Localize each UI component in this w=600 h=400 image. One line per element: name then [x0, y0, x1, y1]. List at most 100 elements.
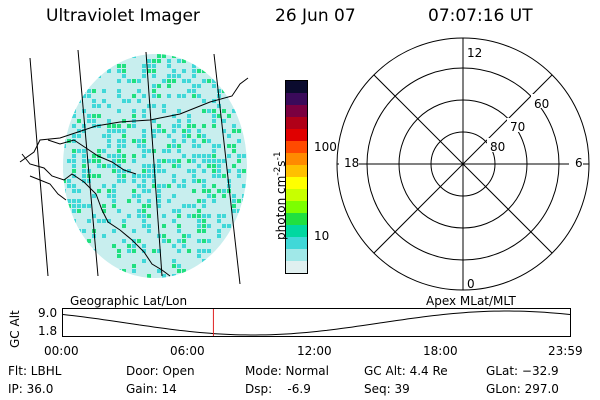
uv-pixel: [207, 84, 211, 88]
uv-pixel: [192, 144, 196, 148]
uv-pixel: [207, 239, 211, 243]
uv-pixel: [207, 114, 211, 118]
uv-pixel: [152, 89, 156, 93]
uv-pixel: [217, 234, 221, 238]
uv-pixel: [102, 134, 106, 138]
uv-pixel: [187, 79, 191, 83]
uv-pixel: [77, 99, 81, 103]
uv-pixel: [232, 139, 236, 143]
uv-pixel: [217, 189, 221, 193]
uv-pixel: [172, 114, 176, 118]
uv-pixel: [182, 59, 186, 63]
uv-pixel: [247, 79, 251, 83]
uv-pixel: [217, 89, 221, 93]
uv-pixel: [192, 159, 196, 163]
uv-pixel: [197, 179, 201, 183]
uv-pixel: [67, 69, 71, 73]
uv-pixel: [147, 164, 151, 168]
uv-pixel: [63, 214, 66, 218]
uv-pixel: [152, 119, 156, 123]
uv-pixel: [227, 279, 231, 283]
uv-pixel: [107, 54, 111, 58]
uv-pixel: [63, 269, 66, 273]
uv-pixel: [157, 194, 161, 198]
uv-pixel: [122, 179, 126, 183]
uv-pixel: [247, 119, 251, 123]
uv-pixel: [137, 184, 141, 188]
uv-pixel: [197, 89, 201, 93]
uv-pixel: [63, 79, 66, 83]
uv-pixel: [242, 154, 246, 158]
uv-pixel: [202, 84, 206, 88]
uv-pixel: [63, 74, 66, 78]
uv-pixel: [67, 204, 71, 208]
uv-pixel: [192, 124, 196, 128]
uv-pixel: [172, 244, 176, 248]
uv-pixel: [127, 204, 131, 208]
uv-pixel: [142, 74, 146, 78]
uv-pixel: [92, 89, 96, 93]
uv-pixel: [72, 194, 76, 198]
uv-pixel: [117, 79, 121, 83]
uv-pixel: [207, 154, 211, 158]
uv-pixel: [77, 234, 81, 238]
uv-pixel: [132, 229, 136, 233]
uv-pixel: [197, 199, 201, 203]
uv-pixel: [122, 114, 126, 118]
uv-pixel: [172, 74, 176, 78]
uv-pixel: [117, 204, 121, 208]
uv-pixel: [227, 144, 231, 148]
uv-pixel: [97, 209, 101, 213]
uv-pixel: [192, 114, 196, 118]
uv-pixel: [102, 219, 106, 223]
uv-pixel: [232, 204, 236, 208]
uv-pixel: [142, 134, 146, 138]
uv-pixel: [212, 134, 216, 138]
uv-pixel: [112, 64, 116, 68]
uv-pixel: [157, 94, 161, 98]
uv-pixel: [122, 69, 126, 73]
uv-pixel: [112, 254, 116, 258]
uv-pixel: [162, 234, 166, 238]
uv-pixel: [167, 84, 171, 88]
uv-pixel: [192, 174, 196, 178]
polar-diagonal-2: [373, 74, 553, 254]
uv-pixel: [112, 59, 116, 63]
uv-pixel: [132, 99, 136, 103]
uv-pixel: [222, 54, 226, 58]
uv-pixel: [117, 124, 121, 128]
uv-pixel: [157, 124, 161, 128]
colorbar-swatch: [286, 189, 307, 201]
uv-pixel: [197, 149, 201, 153]
uv-pixel: [172, 274, 176, 278]
uv-pixel: [232, 149, 236, 153]
uv-pixel: [192, 274, 196, 278]
uv-pixel: [192, 69, 196, 73]
uv-pixel: [187, 234, 191, 238]
uv-pixel: [232, 159, 236, 163]
uv-pixel: [67, 264, 71, 268]
uv-pixel: [197, 209, 201, 213]
uv-pixel: [72, 89, 76, 93]
uv-pixel: [87, 159, 91, 163]
uv-pixel: [167, 149, 171, 153]
info-seq: Seq: 39: [364, 382, 410, 396]
uv-pixel: [122, 159, 126, 163]
uv-pixel: [192, 94, 196, 98]
uv-pixel: [162, 149, 166, 153]
uv-pixel: [63, 124, 66, 128]
uv-pixel: [63, 224, 66, 228]
uv-pixel: [63, 144, 66, 148]
uv-pixel: [142, 149, 146, 153]
uv-pixel: [92, 174, 96, 178]
uv-pixel: [137, 94, 141, 98]
uv-pixel: [202, 204, 206, 208]
uv-pixel: [222, 194, 226, 198]
uv-pixel: [147, 174, 151, 178]
uv-pixel: [242, 94, 246, 98]
uv-pixel: [102, 99, 106, 103]
uv-pixel: [152, 129, 156, 133]
uv-pixel: [172, 144, 176, 148]
uv-pixel: [147, 159, 151, 163]
uv-pixel: [242, 279, 246, 283]
